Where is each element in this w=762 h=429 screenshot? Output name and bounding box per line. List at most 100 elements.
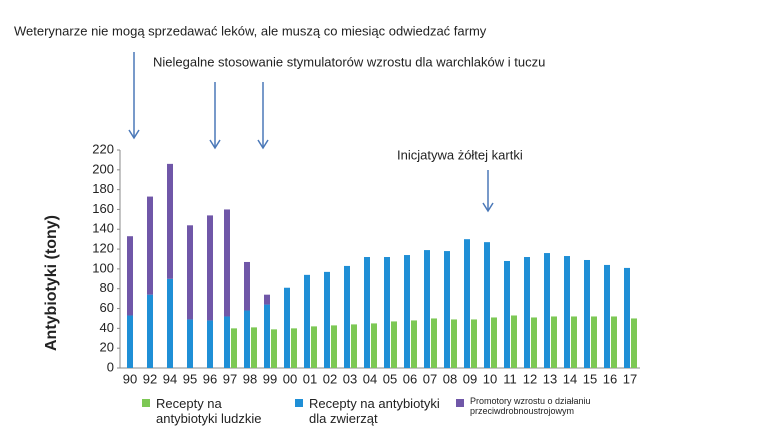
- bar: [584, 259, 590, 368]
- bar: [564, 256, 570, 368]
- bar: [311, 326, 317, 368]
- bar: [524, 257, 530, 368]
- bar: [531, 317, 537, 368]
- y-tick-label: 140: [92, 221, 114, 236]
- y-tick-label: 60: [100, 300, 114, 315]
- bar: [504, 260, 510, 368]
- bar: [167, 163, 173, 279]
- legend-item: Promotory wzrostu o działaniu przeciwdro…: [456, 396, 616, 416]
- bar: [551, 316, 557, 368]
- bar: [224, 316, 230, 368]
- bar: [451, 319, 457, 368]
- bar: [391, 321, 397, 368]
- x-tick-label: 02: [323, 371, 337, 386]
- legend-label: Recepty na antybiotyki ludzkie: [156, 396, 262, 426]
- bar: [464, 239, 470, 368]
- y-tick-label: 0: [107, 359, 114, 374]
- x-tick-label: 97: [223, 371, 237, 386]
- bar: [127, 315, 133, 368]
- bar: [344, 265, 350, 368]
- bar: [127, 236, 133, 316]
- legend-label: Promotory wzrostu o działaniu przeciwdro…: [470, 396, 591, 416]
- y-tick-label: 100: [92, 260, 114, 275]
- bar: [351, 324, 357, 368]
- bar: [371, 323, 377, 368]
- bar: [324, 271, 330, 368]
- y-tick-label: 20: [100, 340, 114, 355]
- bar: [147, 294, 153, 368]
- legend-item: Recepty na antybiotyki dla zwierząt: [295, 396, 445, 426]
- legend-swatch: [142, 399, 150, 407]
- bar: [207, 215, 213, 321]
- x-tick-label: 94: [163, 371, 177, 386]
- y-axis-label: Antybiotyki (tony): [43, 215, 60, 351]
- x-tick-label: 09: [463, 371, 477, 386]
- bar: [431, 318, 437, 368]
- y-tick-label: 80: [100, 280, 114, 295]
- bar: [631, 318, 637, 368]
- x-tick-label: 11: [503, 371, 517, 386]
- bar: [604, 264, 610, 368]
- bar: [544, 253, 550, 368]
- bar: [611, 316, 617, 368]
- bar: [511, 315, 517, 368]
- bar: [444, 251, 450, 368]
- bar: [624, 267, 630, 368]
- bar: [271, 329, 277, 368]
- bar: [231, 328, 237, 368]
- legend-swatch: [456, 399, 464, 407]
- annotation: Weterynarze nie mogą sprzedawać leków, a…: [14, 23, 487, 38]
- bar: [244, 310, 250, 368]
- x-tick-label: 17: [623, 371, 637, 386]
- y-tick-label: 220: [92, 141, 114, 156]
- bar: [244, 261, 250, 311]
- legend-label: Recepty na antybiotyki dla zwierząt: [309, 396, 440, 426]
- x-tick-label: 13: [543, 371, 557, 386]
- x-tick-label: 10: [483, 371, 497, 386]
- bar: [404, 255, 410, 368]
- x-tick-label: 15: [583, 371, 597, 386]
- x-tick-label: 00: [283, 371, 297, 386]
- x-tick-label: 05: [383, 371, 397, 386]
- x-tick-label: 90: [123, 371, 137, 386]
- bar: [284, 287, 290, 368]
- annotation: Inicjatywa żółtej kartki: [397, 147, 523, 162]
- x-tick-label: 16: [603, 371, 617, 386]
- bar: [424, 250, 430, 368]
- bar: [187, 319, 193, 368]
- y-tick-label: 180: [92, 181, 114, 196]
- bar: [471, 319, 477, 368]
- x-tick-label: 01: [303, 371, 317, 386]
- x-tick-label: 07: [423, 371, 437, 386]
- bar: [264, 304, 270, 368]
- bar: [571, 316, 577, 368]
- bar: [484, 242, 490, 368]
- x-tick-label: 99: [263, 371, 277, 386]
- legend-item: Recepty na antybiotyki ludzkie: [142, 396, 282, 426]
- bar: [364, 257, 370, 368]
- y-tick-label: 120: [92, 241, 114, 256]
- x-tick-label: 14: [563, 371, 577, 386]
- x-tick-label: 04: [363, 371, 377, 386]
- bar: [207, 320, 213, 368]
- x-tick-label: 03: [343, 371, 357, 386]
- bar: [264, 294, 270, 305]
- arrows: [128, 52, 494, 213]
- bar: [304, 274, 310, 368]
- bar: [331, 325, 337, 368]
- bar: [224, 209, 230, 317]
- x-tick-label: 98: [243, 371, 257, 386]
- x-tick-label: 06: [403, 371, 417, 386]
- x-tick-label: 95: [183, 371, 197, 386]
- bar: [384, 257, 390, 368]
- bar: [291, 328, 297, 368]
- y-tick-label: 160: [92, 201, 114, 216]
- x-tick-label: 92: [143, 371, 157, 386]
- bar: [251, 327, 257, 368]
- bar: [147, 196, 153, 295]
- bar: [591, 316, 597, 368]
- annotation: Nielegalne stosowanie stymulatorów wzros…: [153, 54, 545, 69]
- bar: [167, 278, 173, 368]
